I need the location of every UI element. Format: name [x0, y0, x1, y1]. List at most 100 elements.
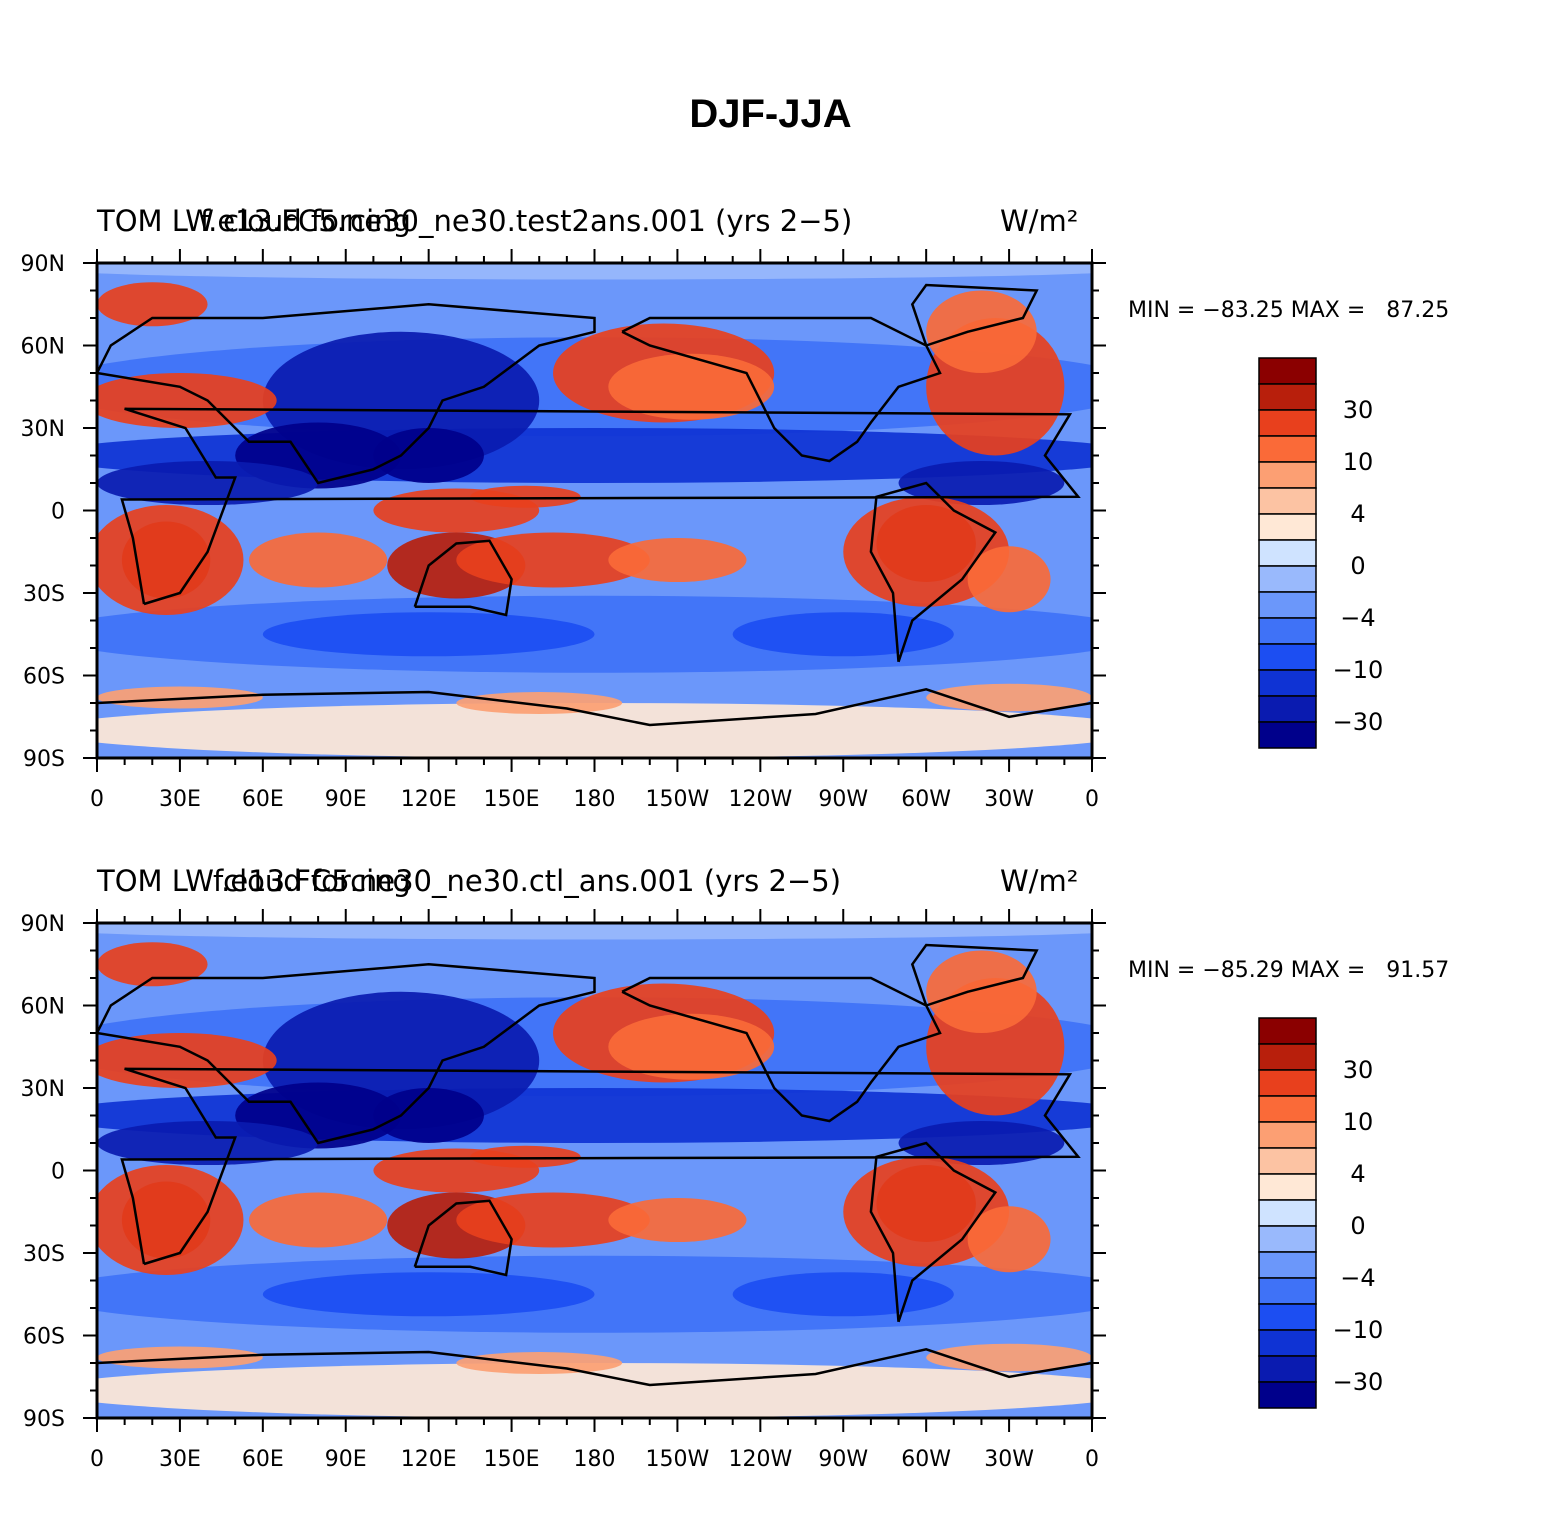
lon-label: 150W	[646, 787, 710, 812]
lat-label: 60N	[21, 995, 65, 1020]
coastline	[869, 1141, 998, 1323]
coastlines	[97, 943, 1092, 1387]
field-region	[97, 1255, 1092, 1333]
map-panel-1: 90N 60N 30N 0 30S 60S 90S 0 30E 60E 90E 120E 150E 18…	[0, 195, 1541, 835]
colorbar-swatch	[1258, 487, 1317, 515]
field-region	[373, 1088, 484, 1143]
field-region	[926, 290, 1037, 373]
panel-left-title: TOM LW cloud forcing	[96, 864, 411, 898]
field-region	[732, 1272, 954, 1317]
field-region	[97, 923, 1092, 940]
field-region	[373, 428, 484, 483]
field-region	[898, 461, 1065, 505]
field-region	[456, 1192, 650, 1248]
lon-label: 0	[90, 1447, 104, 1472]
lon-label: 60W	[901, 787, 951, 812]
colorbar-swatch	[1258, 1329, 1317, 1357]
lon-label: 0	[1085, 1447, 1099, 1472]
min-max-readout: MIN = −85.29 MAX = 91.57	[1128, 958, 1449, 983]
colorbar	[1258, 1017, 1317, 1409]
field-region	[470, 1145, 581, 1168]
field-region	[926, 950, 1037, 1033]
field-region	[97, 686, 263, 709]
lat-label: 60S	[23, 1325, 65, 1350]
coastline	[120, 1067, 1081, 1266]
colorbar-swatch	[1258, 1355, 1317, 1383]
panel-case-title: f.e13.FC5.ne30_ne30.ctl_ans.001 (yrs 2−5…	[213, 864, 841, 898]
lon-label: 150E	[484, 1447, 540, 1472]
lat-label: 60N	[21, 335, 65, 360]
lat-label: 90N	[21, 252, 65, 277]
colorbar-swatch	[1258, 643, 1317, 671]
field-region	[967, 546, 1051, 613]
axis-ticks	[83, 249, 1106, 772]
lon-label: 120E	[401, 787, 457, 812]
coastline	[413, 1199, 513, 1277]
lat-label: 30N	[21, 1077, 65, 1102]
lat-label: 60S	[23, 665, 65, 690]
coastline	[97, 963, 596, 1145]
lon-label: 60E	[242, 787, 284, 812]
coastlines	[97, 283, 1092, 727]
lon-label: 120E	[401, 1447, 457, 1472]
coastline	[910, 943, 1039, 1007]
lon-labels: 0 30E 60E 90E 120E 150E 180 150W 120W 90W 60W 30W 0	[90, 787, 1099, 812]
colorbar-swatch	[1258, 565, 1317, 593]
coastline	[621, 976, 942, 1123]
lat-label: 90S	[23, 747, 65, 772]
lon-label: 90E	[325, 787, 367, 812]
colorbar-swatch	[1258, 1303, 1317, 1331]
colorbar-label: 0	[1350, 552, 1365, 580]
field-region	[608, 1198, 747, 1242]
field-region	[249, 1192, 388, 1248]
colorbar-labels: 30 10 4 0 −4 −10 −30	[1333, 396, 1384, 736]
lon-label: 180	[574, 787, 616, 812]
lon-label: 120W	[728, 787, 792, 812]
lon-label: 150E	[484, 787, 540, 812]
lon-label: 90W	[818, 1447, 868, 1472]
colorbar-swatch	[1258, 357, 1317, 385]
lat-label: 0	[51, 1160, 65, 1185]
coastline	[97, 303, 596, 485]
map-panel-2-svg: 90N 60N 30N 0 30S 60S 90S 0 30E 60E 90E 120E 150E 18…	[21, 864, 1450, 1472]
field-region	[97, 1363, 1092, 1418]
lat-labels: 90N 60N 30N 0 30S 60S 90S	[21, 252, 65, 772]
colorbar-swatch	[1258, 695, 1317, 723]
colorbar-swatch	[1258, 669, 1317, 697]
field-region	[608, 538, 747, 582]
colorbar-swatch	[1258, 1121, 1317, 1149]
colorbar-swatch	[1258, 435, 1317, 463]
field-region	[262, 1272, 595, 1317]
colorbar-label: 0	[1350, 1212, 1365, 1240]
colorbar-label: −10	[1333, 656, 1384, 684]
panel-left-title: TOM LW cloud forcing	[96, 204, 411, 238]
field-region	[97, 505, 244, 615]
coastline	[910, 283, 1039, 347]
lon-label: 60W	[901, 1447, 951, 1472]
colorbar-label: 10	[1343, 1108, 1374, 1136]
lon-label: 30E	[159, 787, 201, 812]
colorbar-label: 4	[1350, 500, 1365, 528]
field-region	[97, 595, 1092, 673]
coastline	[869, 481, 998, 663]
axis-ticks	[83, 909, 1106, 1432]
lat-label: 90S	[23, 1407, 65, 1432]
field-region	[926, 683, 1092, 712]
lon-label: 120W	[728, 1447, 792, 1472]
map-panel-2: 90N 60N 30N 0 30S 60S 90S 0 30E 60E 90E 120E 150E 18…	[0, 855, 1541, 1495]
field-region	[97, 263, 1092, 280]
panel-units: W/m²	[1000, 864, 1078, 898]
lon-label: 30E	[159, 1447, 201, 1472]
field-region	[97, 1346, 263, 1369]
colorbar-label: −30	[1333, 708, 1384, 736]
lat-label: 0	[51, 500, 65, 525]
colorbar-label: 10	[1343, 448, 1374, 476]
lat-label: 30S	[23, 1242, 65, 1267]
field-region	[456, 1352, 623, 1374]
field-region	[456, 692, 623, 714]
map-panel-1-svg: 90N 60N 30N 0 30S 60S 90S 0 30E 60E 90E 120E 150E 18…	[21, 204, 1450, 812]
colorbar-swatch	[1258, 1043, 1317, 1071]
colorbar-swatch	[1258, 1017, 1317, 1045]
colorbar-swatch	[1258, 1381, 1317, 1409]
lon-label: 90E	[325, 1447, 367, 1472]
